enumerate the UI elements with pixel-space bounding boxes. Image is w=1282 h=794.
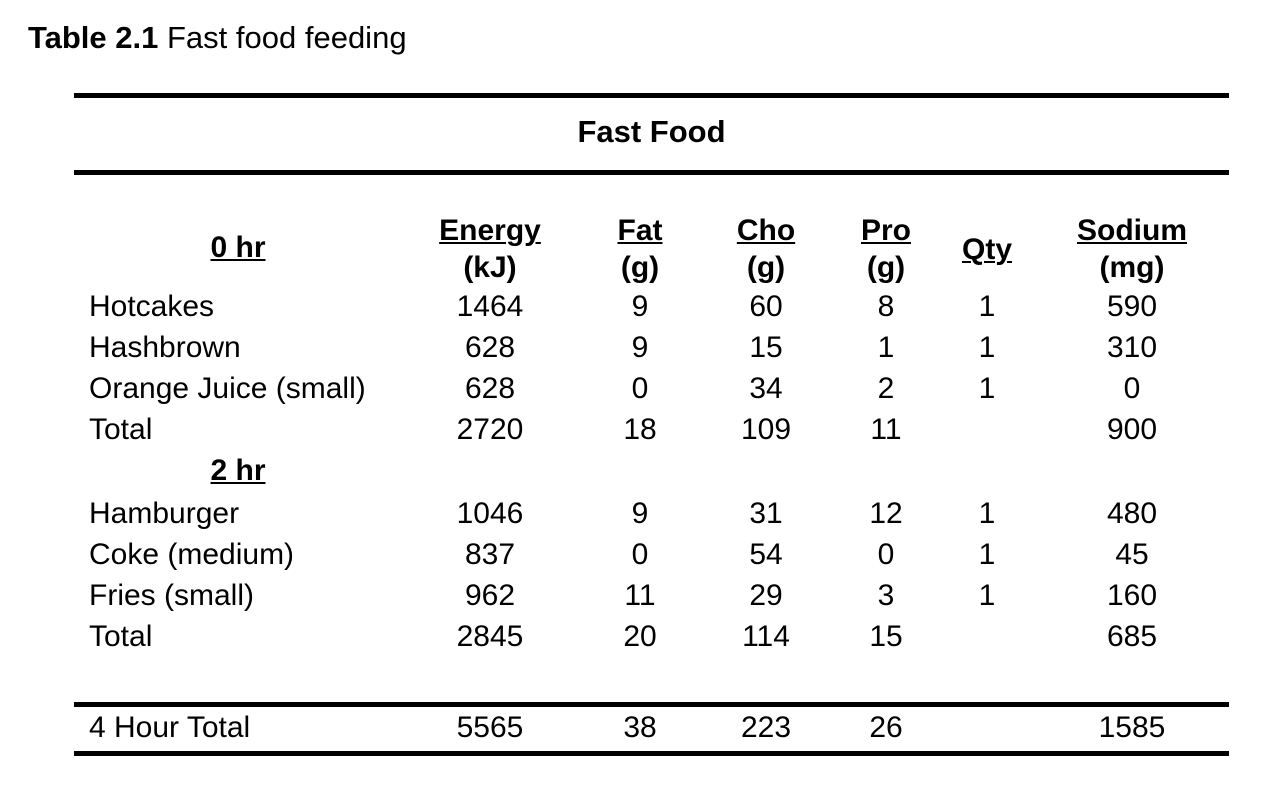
table-number: Table 2.1 xyxy=(28,20,159,55)
cell-fat: 18 xyxy=(623,413,657,446)
cell-sodium: 310 xyxy=(1106,331,1158,364)
cell-pro: 2 xyxy=(877,372,895,405)
cell-qty: 1 xyxy=(978,331,996,364)
cell-sodium: 160 xyxy=(1106,579,1158,612)
column-name: Cho xyxy=(736,214,796,247)
cell-cho: 34 xyxy=(749,372,783,405)
cell-qty: 1 xyxy=(978,372,996,405)
cell-cho: 29 xyxy=(749,579,783,612)
cell-sodium: 480 xyxy=(1106,497,1158,530)
column-header-sodium: Sodium (mg) xyxy=(1077,212,1187,286)
table-title: Fast food feeding xyxy=(167,20,407,55)
header-rule xyxy=(74,170,1229,175)
cell-pro: 11 xyxy=(870,413,902,446)
cell-energy: 2720 xyxy=(456,413,524,446)
food-item-label: Hotcakes xyxy=(89,290,215,323)
column-unit: (g) xyxy=(866,251,906,284)
cell-energy: 837 xyxy=(464,538,516,571)
cell-fat: 9 xyxy=(631,331,649,364)
cell-sodium: 685 xyxy=(1106,620,1158,653)
cell-pro: 15 xyxy=(869,620,903,653)
cell-pro: 12 xyxy=(869,497,903,530)
grand-total-cho: 223 xyxy=(740,711,792,744)
cell-cho: 54 xyxy=(749,538,783,571)
grand-total-pro: 26 xyxy=(869,711,903,744)
column-name: Fat xyxy=(617,214,663,247)
grand-total-fat: 38 xyxy=(623,711,657,744)
cell-fat: 20 xyxy=(623,620,657,653)
food-item-label: Coke (medium) xyxy=(89,538,295,571)
cell-cho: 114 xyxy=(742,620,790,653)
column-header-qty: Qty xyxy=(962,231,1012,268)
cell-qty: 1 xyxy=(978,497,996,530)
column-unit: (kJ) xyxy=(463,251,517,284)
column-unit: (mg) xyxy=(1099,251,1165,284)
column-header-pro: Pro (g) xyxy=(861,212,911,286)
cell-fat: 0 xyxy=(631,538,649,571)
top-rule xyxy=(74,93,1229,98)
food-item-label: Fries (small) xyxy=(89,579,254,612)
group-title: Fast Food xyxy=(577,114,726,149)
cell-pro: 3 xyxy=(877,579,895,612)
grand-total-label: 4 Hour Total xyxy=(89,711,251,744)
cell-energy: 628 xyxy=(464,331,516,364)
total-row-label: Total xyxy=(89,620,153,653)
table-caption: Table 2.1 Fast food feeding xyxy=(28,20,407,56)
cell-cho: 60 xyxy=(749,290,783,323)
food-item-label: Orange Juice (small) xyxy=(89,372,366,405)
grand-total-energy: 5565 xyxy=(456,711,524,744)
cell-cho: 31 xyxy=(749,497,783,530)
total-row-label: Total xyxy=(89,413,153,446)
section-label: 2 hr xyxy=(210,454,266,487)
cell-energy: 1464 xyxy=(456,290,524,323)
grand-total-sodium: 1585 xyxy=(1098,711,1166,744)
column-header-cho: Cho (g) xyxy=(737,212,795,286)
cell-energy: 962 xyxy=(464,579,516,612)
cell-qty: 1 xyxy=(978,538,996,571)
column-header-fat: Fat (g) xyxy=(618,212,663,286)
cell-fat: 11 xyxy=(624,579,656,612)
cell-fat: 9 xyxy=(631,290,649,323)
cell-qty: 1 xyxy=(978,579,996,612)
cell-fat: 0 xyxy=(631,372,649,405)
column-unit: (g) xyxy=(746,251,786,284)
cell-sodium: 900 xyxy=(1106,413,1158,446)
food-item-label: Hashbrown xyxy=(89,331,241,364)
cell-pro: 1 xyxy=(877,331,895,364)
cell-fat: 9 xyxy=(631,497,649,530)
column-name: Energy xyxy=(439,214,541,247)
cell-energy: 628 xyxy=(464,372,516,405)
section-label: 0 hr xyxy=(210,231,266,264)
food-item-label: Hamburger xyxy=(89,497,240,530)
cell-pro: 0 xyxy=(877,538,895,571)
column-header-energy: Energy (kJ) xyxy=(439,212,541,286)
cell-energy: 1046 xyxy=(456,497,524,530)
cell-sodium: 0 xyxy=(1123,372,1141,405)
column-name: Sodium xyxy=(1077,214,1187,247)
cell-qty: 1 xyxy=(978,290,996,323)
column-name: Qty xyxy=(961,233,1013,266)
cell-cho: 15 xyxy=(749,331,783,364)
cell-sodium: 590 xyxy=(1106,290,1158,323)
total-top-rule xyxy=(74,702,1229,707)
cell-energy: 2845 xyxy=(456,620,524,653)
cell-pro: 8 xyxy=(877,290,895,323)
cell-cho: 109 xyxy=(740,413,792,446)
column-name: Pro xyxy=(860,214,912,247)
bottom-rule xyxy=(74,751,1229,756)
column-unit: (g) xyxy=(620,251,660,284)
cell-sodium: 45 xyxy=(1115,538,1149,571)
